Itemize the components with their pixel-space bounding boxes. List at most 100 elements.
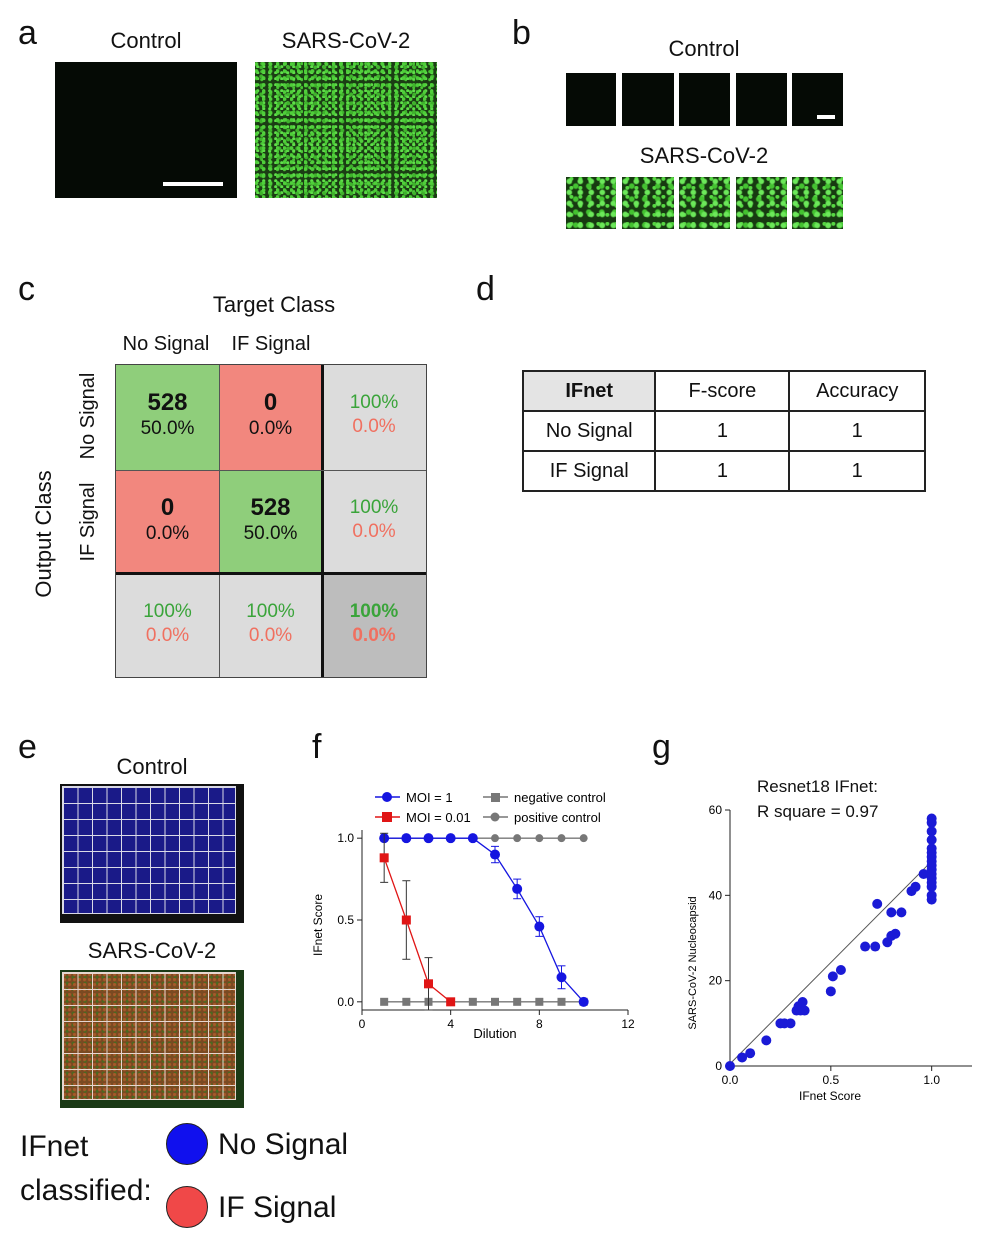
panel-a-control-image xyxy=(55,62,237,198)
panel-label-f: f xyxy=(312,728,322,766)
data-point xyxy=(535,834,544,843)
cm-percent-error: 0.0% xyxy=(352,416,396,437)
data-point xyxy=(872,898,883,909)
x-tick-label: 4 xyxy=(447,1017,454,1031)
x-tick-label: 0 xyxy=(359,1017,366,1031)
fit-line xyxy=(729,860,933,1065)
panel-e-sars-label: SARS-CoV-2 xyxy=(87,938,217,963)
data-point xyxy=(534,921,545,932)
cm-cell-fp: 0 0.0% xyxy=(219,365,322,470)
data-point xyxy=(926,826,937,837)
legend-marker xyxy=(491,793,500,802)
cm-col-label-if-signal: IF Signal xyxy=(231,333,311,355)
data-point xyxy=(761,1035,772,1046)
data-point xyxy=(578,996,589,1007)
panel-label-e: e xyxy=(18,728,37,766)
data-point xyxy=(799,1005,810,1016)
cm-percent-error: 0.0% xyxy=(352,521,396,542)
cm-cell-tn: 528 50.0% xyxy=(219,470,322,574)
legend-entry-negative-control: negative control xyxy=(483,790,606,805)
panel-a-sars-image xyxy=(255,62,437,198)
y-tick-label: 40 xyxy=(709,888,723,902)
data-point xyxy=(827,971,838,982)
cm-cell-row1-summary: 100% 0.0% xyxy=(322,365,426,470)
table-header-cell: IFnet xyxy=(521,370,657,412)
chart-g-ylabel: SARS-CoV-2 Nucleocapsid xyxy=(687,896,699,1029)
data-point xyxy=(402,997,411,1006)
control-plate-grid xyxy=(62,786,236,914)
data-point xyxy=(468,997,477,1006)
data-point xyxy=(745,1048,756,1059)
panel-b-control-image-3 xyxy=(679,73,730,126)
panel-label-b: b xyxy=(512,14,531,52)
data-point xyxy=(490,849,500,860)
panel-e-control-label: Control xyxy=(116,754,188,779)
legend-marker xyxy=(490,812,500,822)
cm-percent-correct: 100% xyxy=(349,392,399,413)
data-point xyxy=(860,941,871,952)
data-point xyxy=(835,965,846,975)
panel-b-control-label: Control xyxy=(668,36,740,61)
chart-f-ylabel: IFnet Score xyxy=(311,894,325,956)
cm-col-label-no-signal: No Signal xyxy=(122,333,210,355)
data-point xyxy=(926,813,937,824)
legend-if-signal-dot xyxy=(166,1186,208,1228)
data-point xyxy=(467,833,478,844)
confusion-matrix: 528 50.0% 0 0.0% 100% 0.0% 0 0.0% 528 50… xyxy=(115,364,427,678)
table-cell: 1 xyxy=(654,450,791,492)
cm-count: 528 xyxy=(147,389,188,416)
table-header-row: IFnet F-score Accuracy xyxy=(521,370,926,412)
cm-percent-error: 0.0% xyxy=(145,625,190,646)
cm-percent-error: 0.0% xyxy=(248,625,293,646)
panel-b-sars-label: SARS-CoV-2 xyxy=(639,143,769,168)
data-point xyxy=(910,881,921,892)
data-point xyxy=(926,843,937,854)
data-point xyxy=(513,834,522,843)
table-cell: No Signal xyxy=(521,410,657,452)
cm-grid-line-thick xyxy=(116,572,426,575)
cm-percent: 0.0% xyxy=(248,418,293,439)
table-header-cell: F-score xyxy=(654,370,791,412)
panel-b-control-image-1 xyxy=(566,73,616,126)
panel-a-control-label: Control xyxy=(110,28,182,53)
y-tick-label: 0.0 xyxy=(337,995,354,1009)
chart-g-annotation-1: Resnet18 IFnet: xyxy=(757,777,878,796)
panel-b-sars-image-4 xyxy=(736,177,787,229)
cm-percent: 50.0% xyxy=(243,523,298,544)
legend-no-signal-label: No Signal xyxy=(218,1128,349,1161)
legend-if-signal-label: IF Signal xyxy=(218,1191,337,1224)
data-point xyxy=(535,997,544,1006)
legend-entry-moi-0-01: MOI = 0.01 xyxy=(375,810,471,825)
cm-cell-col2-summary: 100% 0.0% xyxy=(219,574,322,677)
cm-grid-line xyxy=(219,365,220,677)
chart-g: 0.0 0.5 1.0 0 20 40 60 IFnet Score SARS-CoV-2 … xyxy=(687,803,972,1103)
panel-b-sars-image-1 xyxy=(566,177,616,229)
data-point xyxy=(401,915,411,925)
table-row: IF Signal 1 1 xyxy=(521,450,926,492)
chart-f-legend: MOI = 1 MOI = 0.01 negative control posi… xyxy=(375,790,606,825)
cm-percent-error: 0.0% xyxy=(352,625,396,646)
data-point xyxy=(556,972,567,983)
data-point xyxy=(424,979,433,989)
ifnet-metrics-table: IFnet F-score Accuracy No Signal 1 1 IF … xyxy=(521,370,926,492)
cm-cell-col1-summary: 100% 0.0% xyxy=(116,574,219,677)
x-tick-label: 8 xyxy=(536,1017,543,1031)
data-point xyxy=(918,869,929,879)
legend-title-line-2: classified: xyxy=(20,1174,152,1207)
panel-label-a: a xyxy=(18,14,37,52)
cm-cell-fn: 0 0.0% xyxy=(116,470,219,574)
table-header-cell: Accuracy xyxy=(788,370,926,412)
table-cell: 1 xyxy=(788,410,926,452)
cm-cell-overall: 100% 0.0% xyxy=(322,574,426,677)
data-point xyxy=(513,997,522,1006)
chart-f-xlabel: Dilution xyxy=(473,1026,516,1041)
sars-plate-grid xyxy=(62,972,236,1100)
x-tick-label: 12 xyxy=(621,1017,635,1031)
legend-label: MOI = 1 xyxy=(406,790,453,805)
cm-percent-correct: 100% xyxy=(349,497,399,518)
data-point xyxy=(890,928,901,939)
data-point xyxy=(491,997,499,1006)
series-line xyxy=(384,837,585,1003)
table-cell: 1 xyxy=(654,410,791,452)
y-tick-label: 0.5 xyxy=(337,913,354,927)
